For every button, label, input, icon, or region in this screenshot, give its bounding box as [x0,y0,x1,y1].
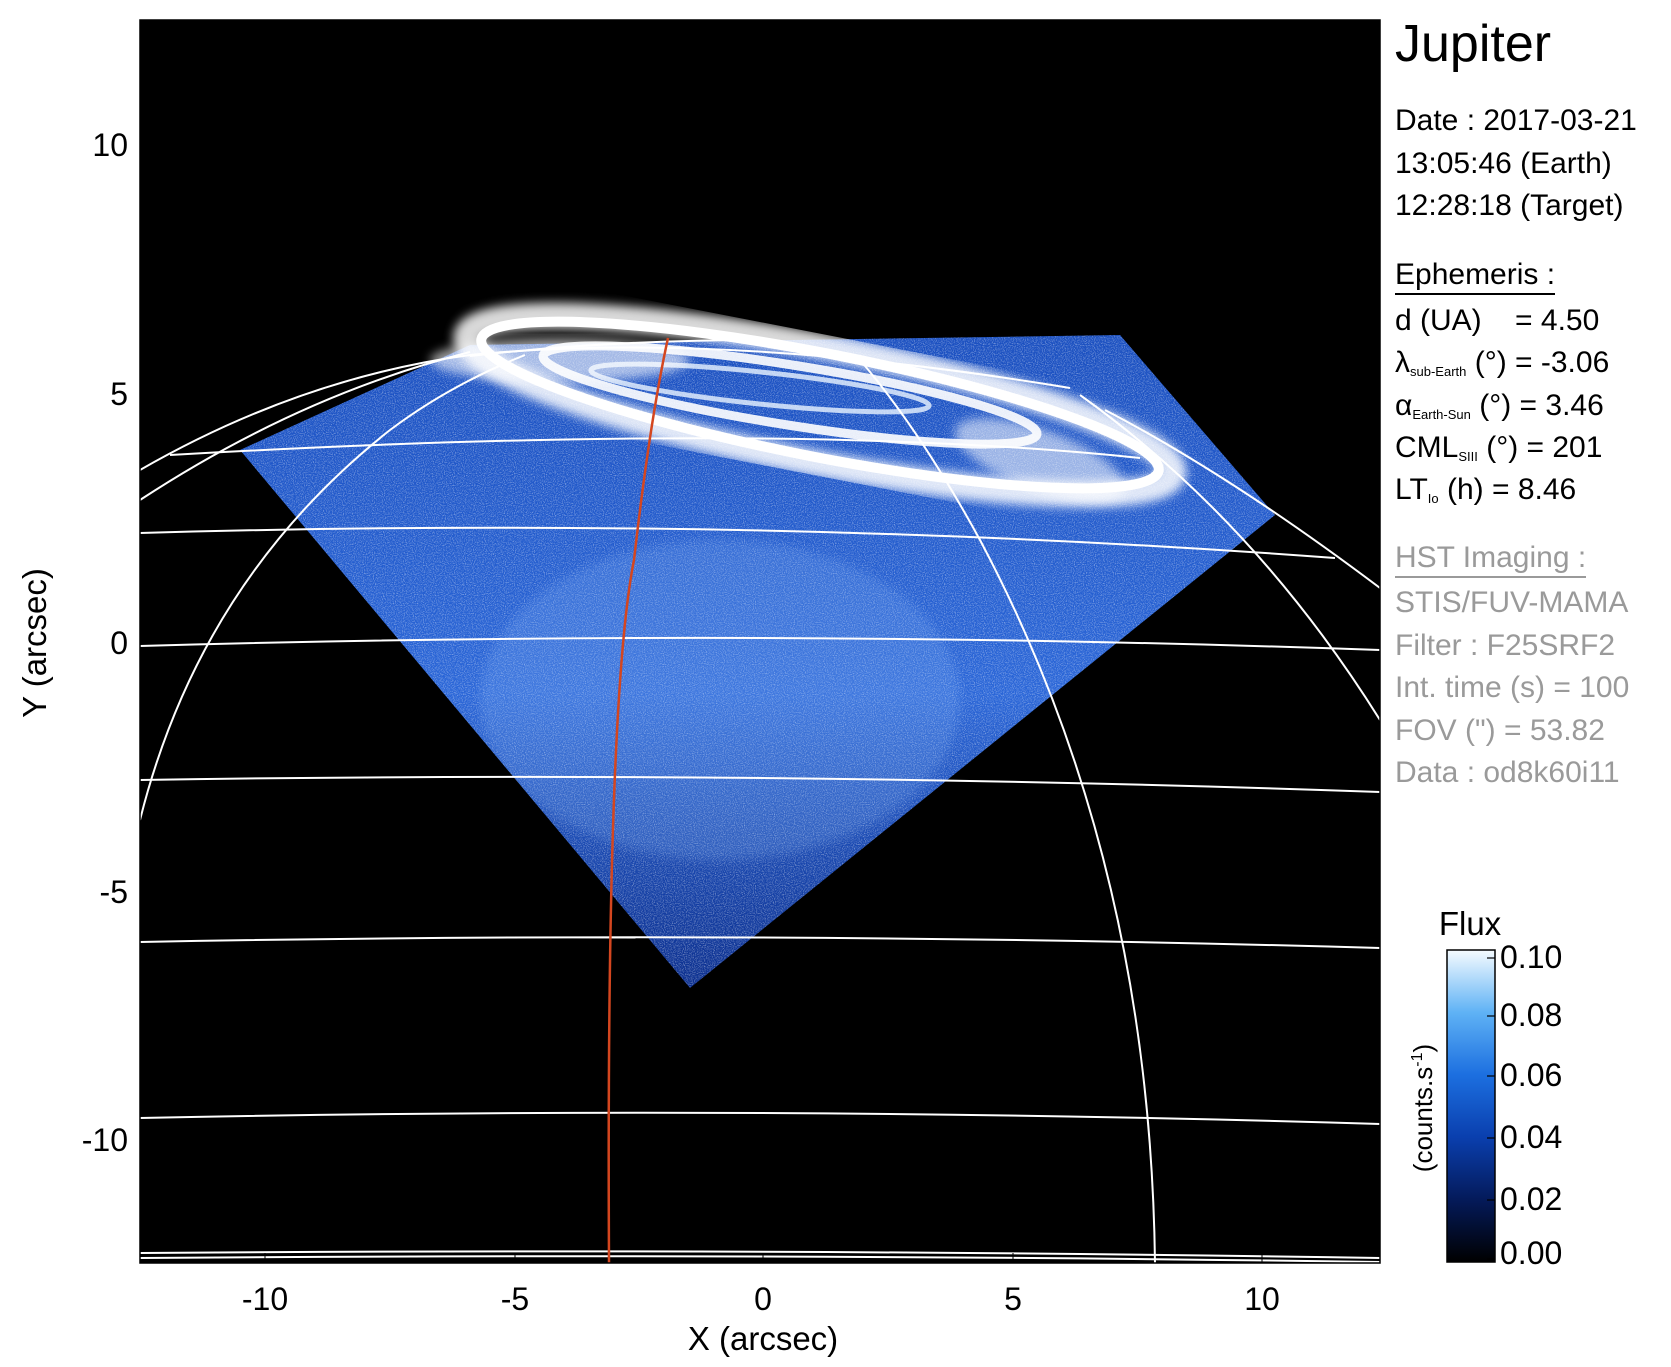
y-tick-label: 5 [110,376,128,412]
ephem-cml: CMLSIII (°) = 201 [1395,431,1603,464]
colorbar-tick: 0.04 [1500,1119,1562,1155]
y-tick-label: -5 [100,874,128,910]
colorbar-tick: 0.02 [1500,1181,1562,1217]
y-axis: 10 5 0 -5 -10 Y (arcsec) [16,127,150,1158]
colorbar-tick: 0.08 [1500,997,1562,1033]
ephemeris-heading: Ephemeris : [1395,258,1556,295]
info-panel: Jupiter Date : 2017-03-21 13:05:46 (Eart… [1395,0,1671,1367]
colorbar: Flux 0.10 0.08 0.06 0.04 0.02 0.00 (coun… [1408,905,1562,1271]
x-tick-label: -5 [501,1281,529,1317]
colorbar-tick: 0.06 [1500,1057,1562,1093]
y-tick-label: 0 [110,625,128,661]
y-tick-label: 10 [92,127,128,163]
plot-frame [139,19,1381,1264]
x-tick-label: -10 [242,1281,288,1317]
ephem-phase-angle: αEarth-Sun (°) = 3.46 [1395,389,1604,422]
x-tick-label: 10 [1244,1281,1280,1317]
integration-time: Int. time (s) = 100 [1395,671,1630,704]
lat-lon-grid [140,339,1380,1263]
y-tick-label: -10 [82,1122,128,1158]
data-id: Data : od8k60i11 [1395,756,1620,789]
auroral-oval [430,302,1187,508]
filter: Filter : F25SRF2 [1395,629,1616,662]
ephem-local-time: LTIo (h) = 8.46 [1395,473,1577,506]
time-target: 12:28:18 (Target) [1395,189,1624,222]
y-axis-label: Y (arcsec) [16,568,53,718]
colorbar-tick: 0.00 [1500,1235,1562,1271]
ephem-sub-earth-lat: λsub-Earth (°) = -3.06 [1395,346,1610,379]
x-axis: -10 -5 0 5 10 X (arcsec) [242,1253,1280,1357]
x-tick-label: 0 [754,1281,772,1317]
x-tick-label: 5 [1004,1281,1022,1317]
central-meridian-line [607,337,670,1264]
time-earth: 13:05:46 (Earth) [1395,147,1612,180]
field-of-view: FOV (") = 53.82 [1395,714,1605,747]
date-line: Date : 2017-03-21 [1395,104,1637,137]
colorbar-tick: 0.10 [1500,939,1562,975]
colorbar-gradient [1446,949,1496,1263]
colorbar-title: Flux [1439,905,1502,942]
instrument: STIS/FUV-MAMA [1395,586,1629,619]
hst-heading: HST Imaging : [1395,541,1587,578]
x-axis-label: X (arcsec) [688,1320,838,1357]
ephem-distance: d (UA) = 4.50 [1395,304,1600,337]
panel-title: Jupiter [1395,15,1552,73]
